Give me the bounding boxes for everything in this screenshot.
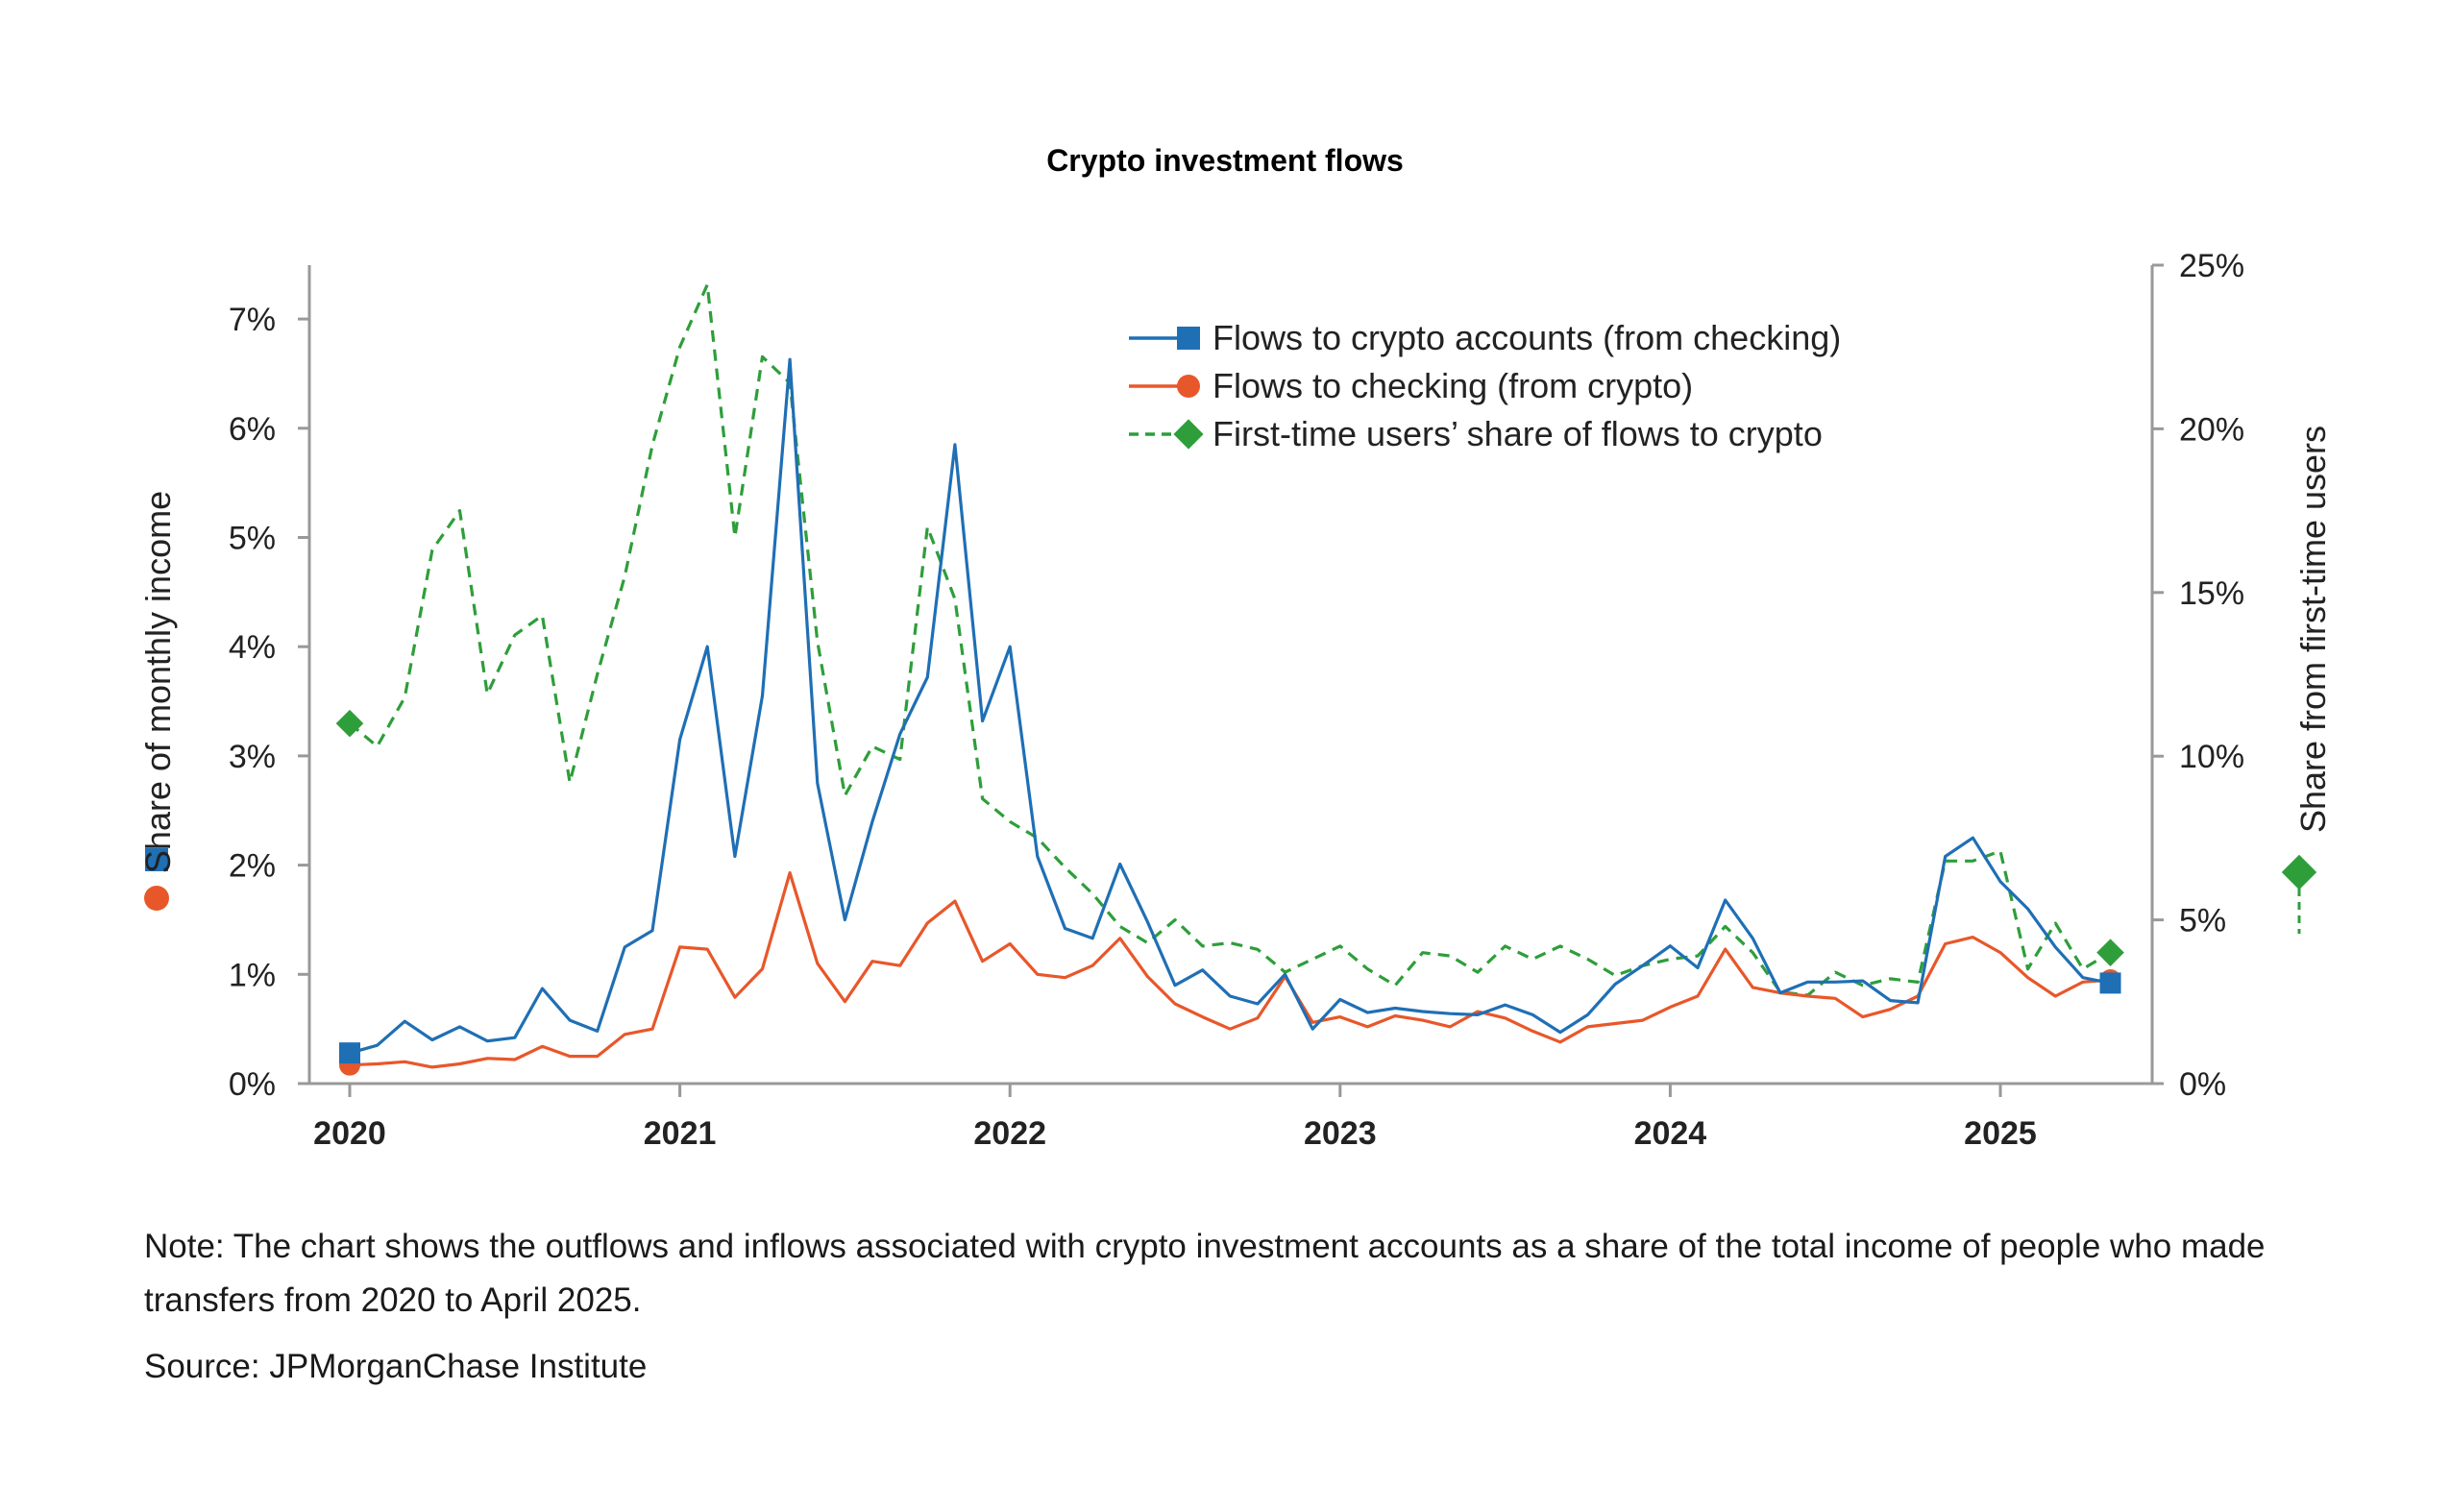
y-tick-label: 6% <box>229 411 276 448</box>
series-line-2 <box>348 282 2112 997</box>
legend-label-0: Flows to crypto accounts (from checking) <box>1213 318 1841 357</box>
y2-axis-title: Share from first-time users <box>2293 426 2333 833</box>
x-tick-label: 2025 <box>1964 1115 2037 1152</box>
legend-marker-1 <box>1177 375 1200 398</box>
x-tick-label: 2021 <box>644 1115 717 1152</box>
y2-axis-diamond-marker <box>2281 854 2317 890</box>
x-tick-label: 2022 <box>973 1115 1046 1152</box>
x-tick-label: 2023 <box>1304 1115 1377 1152</box>
y2-tick-label: 5% <box>2179 903 2226 939</box>
series-marker-end-0 <box>2099 972 2121 994</box>
y2-tick-label: 10% <box>2179 739 2244 775</box>
y2-tick-label: 15% <box>2179 575 2244 612</box>
series-layer <box>335 282 2124 1076</box>
y-axis-title: Share of monthly income <box>138 491 178 873</box>
y2-tick-label: 20% <box>2179 411 2244 448</box>
y-tick-label: 4% <box>229 629 276 666</box>
legend-marker-2 <box>1173 419 1204 450</box>
x-tick-label: 2024 <box>1634 1115 1707 1152</box>
y-axis-square-marker <box>145 848 168 871</box>
chart-note: Note: The chart shows the outflows and i… <box>144 1228 2266 1319</box>
y-tick-label: 1% <box>229 957 276 993</box>
chart-title: Crypto investment flows <box>1046 143 1404 178</box>
chart-source: Source: JPMorganChase Institute <box>144 1348 648 1385</box>
x-tick-label: 2020 <box>313 1115 386 1152</box>
y-tick-label: 0% <box>229 1066 276 1103</box>
axes: 0% 1% 2% 3% 4% 5% 6% 7% 0% 5% 10% 15% 20% 25% 2020 2021… <box>144 248 2317 1152</box>
series-marker-end-2 <box>2096 939 2124 966</box>
y-tick-label: 5% <box>229 521 276 557</box>
legend-marker-0 <box>1177 327 1200 350</box>
y-tick-label: 3% <box>229 739 276 775</box>
legend-label-2: First-time users’ share of flows to cryp… <box>1213 414 1823 453</box>
legend: Flows to crypto accounts (from checking)… <box>1129 318 1841 453</box>
y-tick-label: 2% <box>229 848 276 885</box>
series-line-0 <box>349 357 2111 1055</box>
y2-tick-label: 0% <box>2179 1066 2226 1103</box>
series-marker-start-0 <box>339 1042 360 1064</box>
y2-tick-label: 25% <box>2179 248 2244 284</box>
series-marker-start-2 <box>335 709 364 738</box>
series-line-1 <box>349 870 2111 1069</box>
y-tick-label: 7% <box>229 302 276 338</box>
y-axis-circle-marker <box>144 886 169 911</box>
legend-label-1: Flows to checking (from crypto) <box>1213 366 1693 405</box>
